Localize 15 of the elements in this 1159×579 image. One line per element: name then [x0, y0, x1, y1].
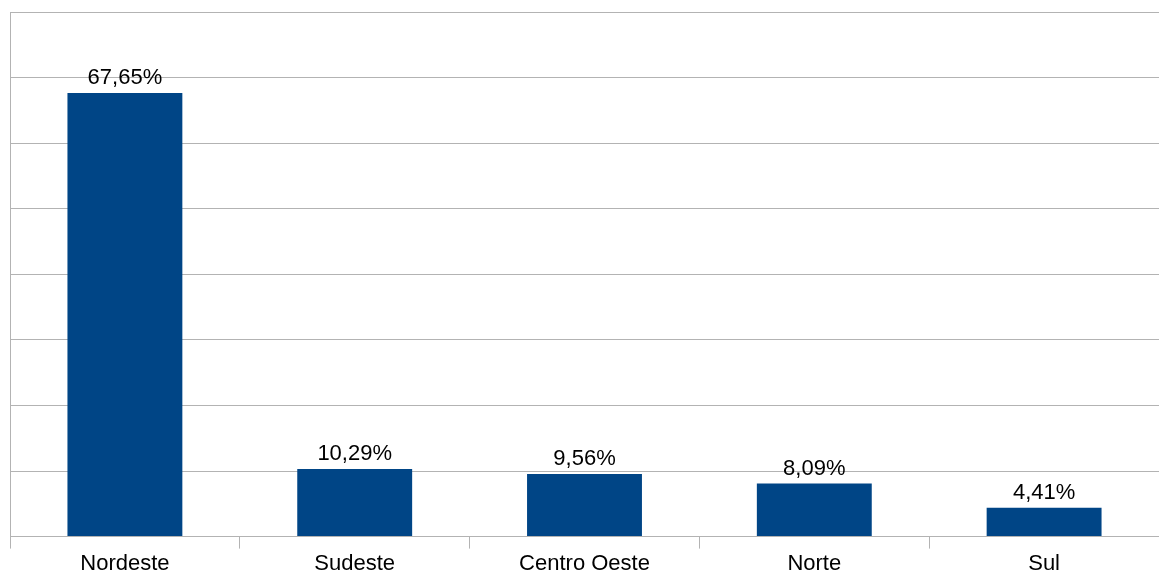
x-tick-label: Norte — [787, 549, 842, 575]
data-label: 4,41% — [1012, 478, 1076, 504]
bar — [756, 483, 872, 537]
x-tick-label: Nordeste — [80, 549, 170, 575]
x-tick-label: Sul — [1028, 549, 1060, 575]
x-tick-label: Sudeste — [314, 549, 396, 575]
data-label: 10,29% — [317, 440, 393, 466]
data-label: 9,56% — [553, 444, 616, 470]
bar — [986, 507, 1102, 537]
bar — [297, 469, 413, 537]
data-label: 8,09% — [783, 454, 846, 480]
data-label: 67,65% — [87, 64, 163, 90]
x-tick-label: Centro Oeste — [519, 549, 650, 575]
bar — [67, 92, 183, 537]
bar — [527, 473, 642, 537]
